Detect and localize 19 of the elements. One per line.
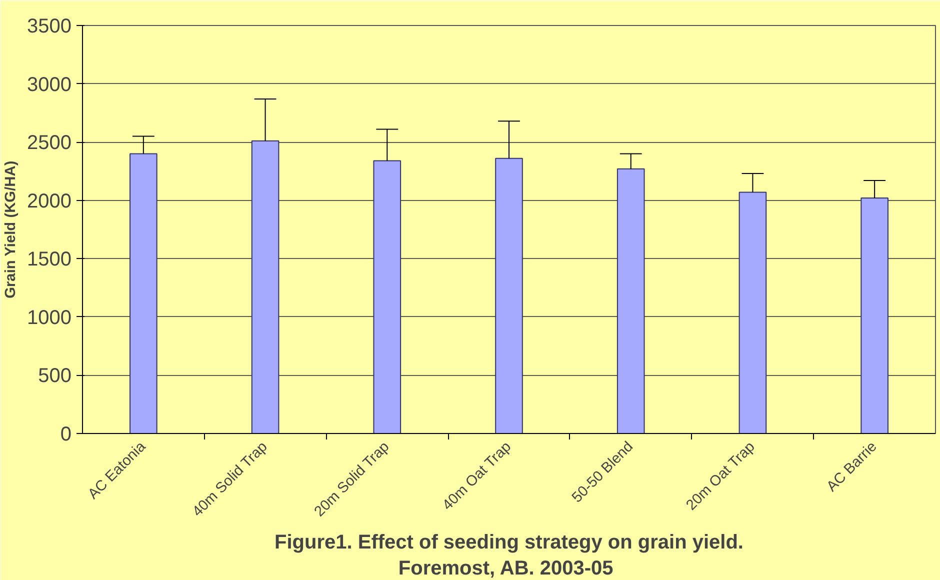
y-tick-label: 2000 (27, 190, 72, 212)
x-tick-label: 40m Oat Trap (440, 439, 514, 514)
bar (130, 153, 158, 434)
bar (616, 168, 645, 434)
bar (251, 140, 280, 434)
y-tick-label: 2500 (27, 132, 72, 154)
bar (738, 192, 767, 434)
text: Figure1. Effect of seeding strategy on grain yield. Foremost, AB. 2003-05 (274, 532, 744, 580)
y-tick-label: 3500 (27, 16, 72, 38)
y-tick-label: 1000 (27, 306, 72, 329)
bar (860, 198, 888, 434)
y-axis-title: Grain Yield (KG/HA) (3, 160, 20, 298)
y-tick-label: 1500 (27, 248, 72, 271)
bar (373, 160, 402, 434)
y-tick-label: 0 (60, 424, 72, 446)
x-tick-label: 20m Oat Trap (684, 439, 758, 514)
y-tick-label: 500 (38, 365, 72, 388)
bar (495, 158, 523, 434)
y-tick-label: 3000 (27, 74, 72, 96)
